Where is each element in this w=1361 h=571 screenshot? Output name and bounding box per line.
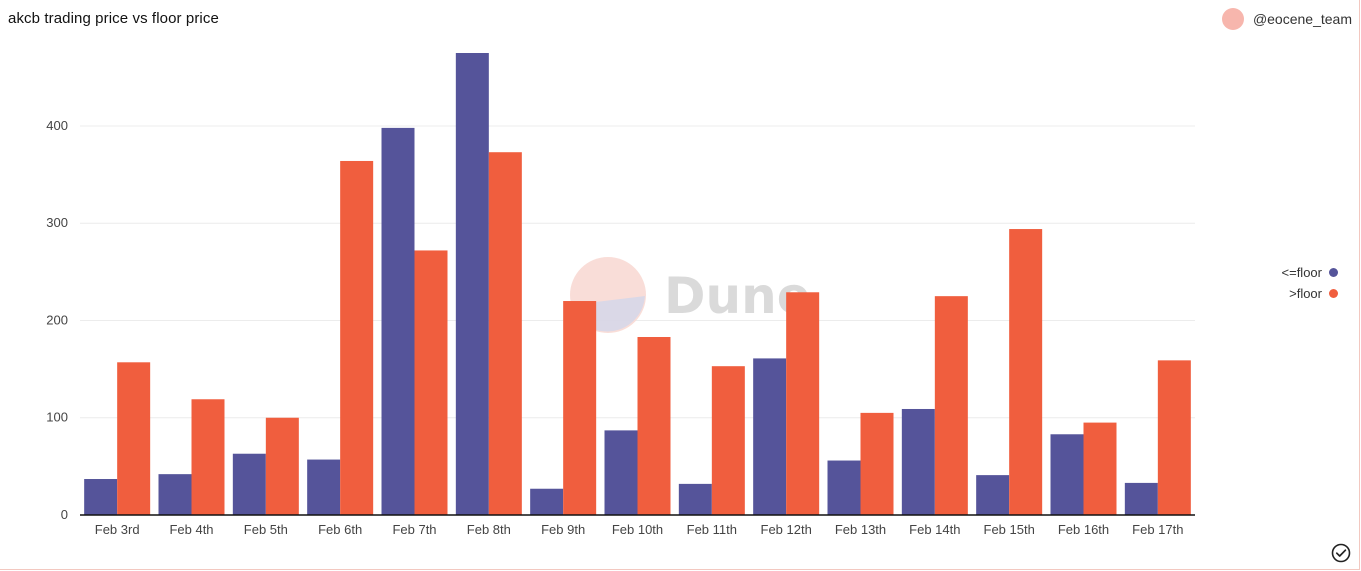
x-tick-label: Feb 12th [761, 522, 812, 537]
x-tick-label: Feb 17th [1132, 522, 1183, 537]
x-tick-label: Feb 8th [467, 522, 511, 537]
x-tick-label: Feb 7th [392, 522, 436, 537]
bar-gt-floor [117, 362, 151, 515]
dune-watermark: Dune [570, 257, 811, 333]
x-tick-label: Feb 10th [612, 522, 663, 537]
x-tick-label: Feb 9th [541, 522, 585, 537]
chart-title: akcb trading price vs floor price [8, 10, 219, 27]
x-tick-label: Feb 14th [909, 522, 960, 537]
x-tick-label: Feb 15th [984, 522, 1035, 537]
y-tick-label: 300 [46, 215, 68, 230]
bar-gt-floor [637, 337, 671, 515]
legend-item-lte-floor[interactable]: <=floor [1282, 264, 1338, 280]
bar-gt-floor [414, 250, 448, 515]
avatar [1221, 8, 1244, 30]
bar-lte-floor [158, 474, 192, 515]
bar-gt-floor [860, 412, 894, 515]
bar-lte-floor [530, 488, 564, 515]
legend-item-gt-floor[interactable]: >floor [1289, 285, 1338, 301]
bar-lte-floor [1124, 482, 1158, 515]
bar-lte-floor [827, 460, 861, 515]
legend-label: <=floor [1281, 264, 1322, 280]
bar-lte-floor [976, 475, 1010, 515]
bar-lte-floor [604, 430, 638, 515]
bar-lte-floor [753, 358, 787, 515]
bar-gt-floor [1009, 229, 1043, 515]
check-circle-icon[interactable] [1331, 543, 1351, 563]
legend-label: >floor [1289, 285, 1322, 301]
bar-lte-floor [381, 127, 415, 515]
legend-dot-icon [1329, 267, 1338, 277]
legend: <=floor >floor [1260, 264, 1338, 301]
x-tick-label: Feb 4th [169, 522, 213, 537]
bar-lte-floor [455, 53, 489, 515]
y-tick-label: 400 [46, 118, 68, 133]
bar-gt-floor [191, 399, 225, 515]
bar-gt-floor [934, 296, 968, 515]
bar-lte-floor [307, 459, 341, 515]
username: @eocene_team [1252, 11, 1352, 27]
x-tick-label: Feb 5th [244, 522, 288, 537]
y-tick-label: 0 [61, 507, 68, 522]
bar-gt-floor [711, 366, 745, 515]
bar-gt-floor [340, 160, 374, 516]
user-badge[interactable]: @eocene_team [1221, 8, 1352, 30]
bar-gt-floor [488, 152, 522, 515]
bar-gt-floor [1083, 422, 1117, 515]
bar-lte-floor [678, 483, 712, 515]
bar-lte-floor [1050, 434, 1084, 515]
legend-dot-icon [1329, 288, 1338, 298]
x-tick-label: Feb 13th [835, 522, 886, 537]
x-tick-label: Feb 3rd [95, 522, 140, 537]
bar-gt-floor [563, 301, 597, 515]
bar-gt-floor [1157, 360, 1191, 515]
bar-lte-floor [901, 408, 935, 515]
y-tick-label: 100 [46, 410, 68, 425]
bar-gt-floor [786, 292, 820, 515]
x-tick-label: Feb 11th [687, 522, 737, 537]
y-tick-label: 200 [46, 312, 68, 327]
x-tick-label: Feb 6th [318, 522, 362, 537]
x-tick-label: Feb 16th [1058, 522, 1109, 537]
bar-gt-floor [265, 417, 299, 515]
bar-lte-floor [84, 479, 118, 515]
bar-lte-floor [232, 453, 266, 515]
